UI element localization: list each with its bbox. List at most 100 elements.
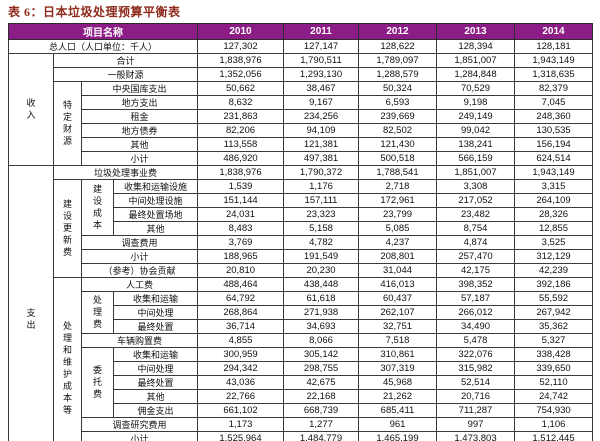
value-cell: 262,107 [358,305,437,320]
value-cell: 997 [436,417,515,432]
value-cell: 35,362 [514,319,593,334]
value-cell: 1,277 [283,417,359,432]
value-cell: 94,109 [283,123,359,138]
row-label: 合计 [53,53,198,68]
table-row: 中间处理 268,864 271,938 262,107 266,012 267,942 [9,305,593,320]
value-cell: 113,558 [197,137,284,152]
column-header-2010: 2010 [197,23,284,40]
row-label: 中间处理 [113,361,198,376]
specific-source-group-label: 特定财源 [53,81,82,166]
value-cell: 1,106 [514,417,593,432]
value-cell: 45,968 [358,375,437,390]
value-cell: 668,739 [283,403,359,418]
value-cell: 312,129 [514,249,593,264]
value-cell: 172,961 [358,193,437,208]
row-label: 租金 [81,109,198,124]
value-cell: 300,959 [197,347,284,362]
value-cell: 6,593 [358,95,437,110]
value-cell: 130,535 [514,123,593,138]
table-row: 车辆购置费 4,855 8,066 7,518 5,478 5,327 [9,333,593,348]
row-label: 一般财源 [53,67,198,82]
value-cell: 1,288,579 [358,67,437,82]
row-label: 地方债券 [81,123,198,138]
value-cell: 121,430 [358,137,437,152]
value-cell: 271,938 [283,305,359,320]
value-cell: 266,012 [436,305,515,320]
construction-cost-group-label: 建设成本 [81,179,114,236]
value-cell: 128,181 [514,39,593,54]
row-label: 地方支出 [81,95,198,110]
row-label: 车辆购置费 [81,333,198,348]
table-row: 建设更新费 建设成本 收集和运输设施 1,539 1,176 2,718 3,308 3,31… [9,179,593,278]
value-cell: 43,036 [197,375,284,390]
value-cell: 298,755 [283,361,359,376]
value-cell: 61,618 [283,291,359,306]
table-row: 租金 231,863 234,256 239,669 249,149 248,360 [9,109,593,124]
value-cell: 191,549 [283,249,359,264]
value-cell: 34,693 [283,319,359,334]
value-cell: 22,766 [197,389,284,404]
value-cell: 310,861 [358,347,437,362]
processing-fee-group-label: 处理费 [81,291,114,334]
value-cell: 1,789,097 [358,53,437,68]
value-cell: 5,158 [283,221,359,236]
value-cell: 294,342 [197,361,284,376]
row-label: 佣金支出 [113,403,198,418]
value-cell: 208,801 [358,249,437,264]
table-row: 总人口（人口单位：千人） 127,302 127,147 128,622 128,394… [8,39,593,54]
row-label: 最终处置 [113,375,198,390]
value-cell: 305,142 [283,347,359,362]
table-body: 总人口（人口单位：千人） 127,302 127,147 128,622 128,394… [8,39,593,441]
value-cell: 55,592 [514,291,593,306]
value-cell: 21,262 [358,389,437,404]
value-cell: 1,352,056 [197,67,284,82]
value-cell: 248,360 [514,109,593,124]
value-cell: 7,045 [514,95,593,110]
value-cell: 231,863 [197,109,284,124]
value-cell: 4,237 [358,235,437,250]
value-cell: 4,855 [197,333,284,348]
value-cell: 624,514 [514,151,593,166]
value-cell: 339,650 [514,361,593,376]
value-cell: 1,943,149 [514,53,593,68]
income-group-label: 收入 [8,53,54,166]
value-cell: 1,851,007 [436,165,515,180]
row-label: 其他 [113,221,198,236]
value-cell: 566,159 [436,151,515,166]
value-cell: 1,851,007 [436,53,515,68]
value-cell: 1,318,635 [514,67,593,82]
value-cell: 188,965 [197,249,284,264]
value-cell: 9,167 [283,95,359,110]
value-cell: 2,718 [358,179,437,194]
value-cell: 1,465,199 [358,431,437,441]
value-cell: 156,194 [514,137,593,152]
value-cell: 1,512,445 [514,431,593,441]
value-cell: 264,109 [514,193,593,208]
value-cell: 961 [358,417,437,432]
row-label: 最终处置 [113,319,198,334]
row-label: 中间处理设施 [113,193,198,208]
table-row: 中间处理 294,342 298,755 307,319 315,982 339,650 [9,361,593,376]
value-cell: 1,790,511 [283,53,359,68]
value-cell: 398,352 [436,277,515,292]
value-cell: 20,716 [436,389,515,404]
row-label: 最终处置场地 [113,207,198,222]
table-row: 调查费用 3,769 4,782 4,237 4,874 3,525 [9,235,593,250]
value-cell: 28,326 [514,207,593,222]
column-header-2014: 2014 [514,23,593,40]
table-row: 一般财源 1,352,056 1,293,130 1,288,579 1,284,848… [9,67,593,82]
value-cell: 8,632 [197,95,284,110]
value-cell: 8,066 [283,333,359,348]
value-cell: 1,484,779 [283,431,359,441]
value-cell: 338,428 [514,347,593,362]
row-label-total-population: 总人口（人口单位：千人） [8,39,198,54]
value-cell: 36,714 [197,319,284,334]
value-cell: 42,239 [514,263,593,278]
value-cell: 1,525,964 [197,431,284,441]
value-cell: 488,464 [197,277,284,292]
value-cell: 685,411 [358,403,437,418]
value-cell: 127,302 [197,39,284,54]
value-cell: 315,982 [436,361,515,376]
value-cell: 711,287 [436,403,515,418]
